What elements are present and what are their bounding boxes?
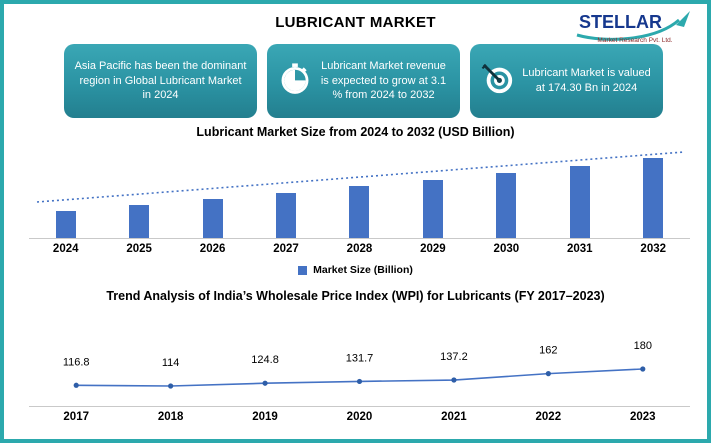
bar-x-tick: 2028 — [346, 243, 373, 255]
data-label-2021: 137.2 — [440, 351, 468, 363]
bar-x-tick: 2032 — [640, 243, 667, 255]
line-x-tick: 2023 — [629, 411, 656, 423]
line-chart: 116.8 114 124.8 131.7 137.2 162 180 — [63, 340, 652, 389]
line-x-tick: 2017 — [63, 411, 89, 423]
legend-label: Market Size (Billion) — [313, 264, 413, 276]
highlight-box-valuation: Lubricant Market is valued at 174.30 Bn … — [470, 44, 663, 118]
bar-x-tick: 2027 — [273, 243, 299, 255]
bar-chart-plot — [29, 150, 690, 239]
logo-arrow-icon — [676, 11, 690, 27]
highlight-boxes: Asia Pacific has been the dominant regio… — [64, 44, 663, 118]
bar-column-2031 — [543, 150, 616, 238]
line-x-tick: 2021 — [441, 411, 467, 423]
bar-column-2027 — [249, 150, 322, 238]
data-point-2018 — [168, 383, 174, 389]
bar-2032 — [643, 158, 664, 238]
data-point-2023 — [640, 366, 646, 372]
bar-x-tick: 2031 — [566, 243, 593, 255]
target-icon — [480, 62, 516, 101]
data-point-2021 — [451, 377, 457, 383]
highlight-text: Lubricant Market revenue is expected to … — [320, 59, 447, 102]
data-label-2017: 116.8 — [63, 356, 90, 368]
bar-column-2032 — [617, 150, 690, 238]
legend-swatch-market-size — [298, 265, 308, 275]
bar-2024 — [55, 211, 76, 238]
bar-column-2026 — [176, 150, 249, 238]
line-x-tick: 2018 — [157, 411, 184, 423]
highlight-box-growth: Lubricant Market revenue is expected to … — [267, 44, 460, 118]
stopwatch-icon — [277, 62, 313, 101]
logo-text: STELLAR — [579, 12, 662, 32]
logo-swoosh — [576, 18, 680, 41]
line-chart-axis — [29, 406, 690, 407]
bar-x-tick: 2025 — [126, 243, 152, 255]
bars — [29, 150, 690, 238]
data-point-2020 — [356, 378, 363, 385]
bar-2028 — [349, 186, 370, 238]
bar-2030 — [496, 173, 517, 238]
highlight-text: Lubricant Market is valued at 174.30 Bn … — [522, 67, 651, 94]
bar-2025 — [129, 205, 150, 238]
logo-subtitle: Market Research Pvt. Ltd. — [597, 37, 672, 44]
line-x-tick: 2019 — [252, 411, 278, 423]
stellar-logo: STELLAR Market Research Pvt. Ltd. — [573, 7, 701, 51]
data-point-2017 — [73, 382, 79, 388]
bar-x-tick: 2030 — [493, 243, 520, 255]
bar-2026 — [202, 199, 223, 238]
page-title: LUBRICANT MARKET — [275, 14, 436, 31]
legend: Market Size (Billion) — [4, 264, 707, 276]
bar-chart-title: Lubricant Market Size from 2024 to 2032 … — [196, 125, 515, 139]
data-label-2022: 162 — [539, 345, 557, 357]
bar-x-tick: 2029 — [420, 243, 446, 255]
highlight-box-region: Asia Pacific has been the dominant regio… — [64, 44, 257, 118]
bar-column-2025 — [102, 150, 175, 238]
data-label-2019: 124.8 — [251, 354, 279, 366]
data-label-2023: 180 — [634, 340, 652, 352]
data-label-2018: 114 — [162, 357, 180, 369]
bar-column-2029 — [396, 150, 469, 238]
bar-2027 — [276, 193, 297, 238]
line-chart-x-axis: 2017 2018 2019 2020 2021 2022 2023 — [29, 411, 690, 423]
bar-x-tick: 2024 — [52, 243, 79, 255]
bar-chart: 2024 2025 2026 2027 2028 2029 2030 2031 2032 — [29, 150, 690, 266]
data-point-2022 — [545, 371, 551, 377]
line-x-tick: 2022 — [535, 411, 562, 423]
bar-x-tick: 2026 — [199, 243, 226, 255]
line-x-tick: 2020 — [346, 411, 373, 423]
bar-2029 — [422, 180, 443, 238]
bar-column-2024 — [29, 150, 102, 238]
bar-chart-x-axis: 2024 2025 2026 2027 2028 2029 2030 2031 2032 — [29, 243, 690, 255]
data-point-2019 — [262, 380, 268, 386]
stellar-logo-graphic: STELLAR Market Research Pvt. Ltd. — [576, 11, 690, 44]
bar-column-2028 — [323, 150, 396, 238]
highlight-text: Asia Pacific has been the dominant regio… — [74, 59, 247, 102]
bar-2031 — [569, 166, 590, 238]
line-chart-title: Trend Analysis of India’s Wholesale Pric… — [106, 289, 605, 303]
bar-column-2030 — [470, 150, 543, 238]
data-label-2020: 131.7 — [346, 352, 374, 364]
